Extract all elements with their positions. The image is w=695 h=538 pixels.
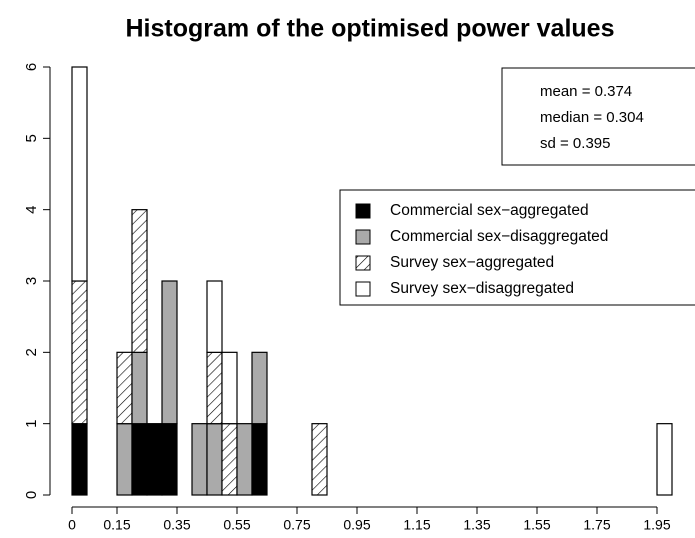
x-tick-label: 0.55 — [223, 517, 250, 533]
legend-label: Commercial sex−aggregated — [390, 202, 589, 219]
bar-segment — [131, 423, 148, 496]
legend-label: Survey sex−disaggregated — [390, 280, 574, 297]
stats-text: median = 0.304 — [540, 109, 644, 126]
y-tick-label: 2 — [23, 348, 40, 356]
stats-text: mean = 0.374 — [540, 83, 632, 100]
legend-swatch — [355, 229, 371, 245]
bar-segment — [116, 351, 133, 425]
bar-segment — [656, 423, 673, 496]
legend-swatch — [355, 255, 371, 271]
bar-segment — [191, 423, 208, 496]
x-tick-label: 1.35 — [463, 517, 490, 533]
bar-segment — [146, 423, 163, 496]
bar-segment — [116, 423, 133, 496]
stats-text: sd = 0.395 — [540, 135, 610, 152]
bar-segment — [236, 423, 253, 496]
x-tick-label: 1.75 — [583, 517, 610, 533]
x-tick-label: 0 — [68, 517, 76, 533]
bar-segment — [206, 351, 223, 425]
bar-segment — [161, 423, 178, 496]
legend-label: Commercial sex−disaggregated — [390, 228, 608, 245]
legend-swatch — [355, 281, 371, 297]
y-tick-label: 3 — [23, 277, 40, 285]
bar-segment — [221, 351, 238, 425]
bar-segment — [71, 66, 88, 282]
bar-segment — [161, 280, 178, 425]
bar-segment — [206, 280, 223, 353]
x-tick-label: 0.95 — [343, 517, 370, 533]
legend-swatch — [355, 203, 371, 219]
bar-segment — [131, 209, 148, 353]
x-tick-label: 1.15 — [403, 517, 430, 533]
chart-title: Histogram of the optimised power values — [126, 15, 615, 43]
x-tick-label: 1.55 — [523, 517, 550, 533]
legend-label: Survey sex−aggregated — [390, 254, 554, 271]
bar-segment — [311, 423, 328, 496]
y-tick-label: 5 — [23, 134, 40, 142]
bar-segment — [71, 423, 88, 496]
stats-box — [501, 67, 695, 166]
x-tick-label: 0.15 — [103, 517, 130, 533]
y-tick-label: 4 — [23, 205, 40, 213]
bar-segment — [71, 280, 88, 425]
legend-box — [339, 189, 695, 306]
bar-segment — [131, 351, 148, 425]
bar-segment — [206, 423, 223, 496]
y-tick-label: 1 — [23, 419, 40, 427]
bar-segment — [251, 351, 268, 425]
x-tick-label: 0.75 — [283, 517, 310, 533]
bar-segment — [251, 423, 268, 496]
x-tick-label: 0.35 — [163, 517, 190, 533]
bar-segment — [221, 423, 238, 496]
y-tick-label: 0 — [23, 491, 40, 499]
x-tick-label: 1.95 — [643, 517, 670, 533]
y-tick-label: 6 — [23, 63, 40, 71]
